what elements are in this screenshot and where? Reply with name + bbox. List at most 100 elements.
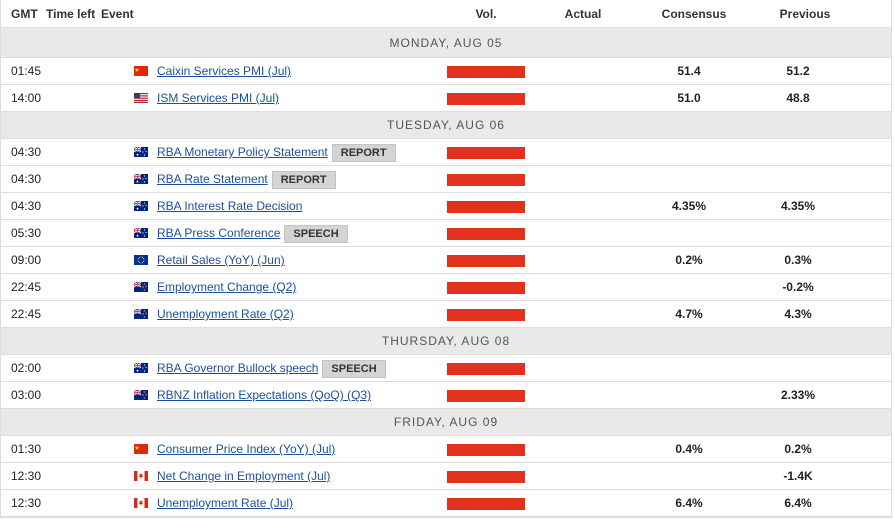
consensus: 51.0 [677, 91, 701, 105]
event: Retail Sales (YoY) (Jun) [157, 247, 285, 274]
event-name[interactable]: RBA Interest Rate Decision [157, 199, 303, 213]
day-header: FRIDAY, AUG 09 [1, 409, 891, 436]
event-name[interactable]: ISM Services PMI (Jul) [157, 91, 280, 105]
time: 02:00 [11, 361, 42, 375]
header-vol: Vol. [475, 7, 497, 21]
previous: 51.2 [786, 64, 810, 78]
flag [134, 147, 148, 157]
volatility-bar [447, 174, 525, 186]
event-name[interactable]: RBA Press Conference [157, 226, 281, 240]
event-name[interactable]: Net Change in Employment (Jul) [157, 469, 331, 483]
event-row: 03:00 RBNZ Inflation Expectations (QoQ) (… [1, 382, 891, 409]
event: Net Change in Employment (Jul) [157, 463, 330, 490]
event-tag: REPORT [271, 171, 336, 189]
event: Unemployment Rate (Jul) [157, 490, 293, 517]
event: ISM Services PMI (Jul) [157, 85, 279, 112]
event: Unemployment Rate (Q2) [157, 301, 294, 328]
consensus: 4.7% [675, 307, 703, 321]
previous: 4.35% [780, 199, 816, 213]
header-event: Event [101, 7, 134, 21]
time: 14:00 [11, 91, 42, 105]
volatility-bar [447, 471, 525, 483]
consensus: 0.4% [675, 442, 703, 456]
time: 22:45 [11, 307, 42, 321]
consensus: 4.35% [671, 199, 707, 213]
flag [134, 282, 148, 292]
time: 09:00 [11, 253, 42, 267]
event-row: 12:30 Net Change in Employment (Jul) -1.4K [1, 463, 891, 490]
previous: 2.33% [780, 388, 816, 402]
previous: 48.8 [786, 91, 810, 105]
event-row: 05:30 RBA Press Conference SPEECH [1, 220, 891, 247]
event: RBNZ Inflation Expectations (QoQ) (Q3) [157, 382, 371, 409]
event-row: 02:00 RBA Governor Bullock speech SPEECH [1, 355, 891, 382]
time: 04:30 [11, 199, 42, 213]
event: RBA Monetary Policy Statement REPORT [157, 139, 396, 166]
consensus: 6.4% [675, 496, 703, 510]
header-time-left: Time left [46, 7, 96, 21]
volatility-bar [447, 282, 525, 294]
volatility-bar [447, 498, 525, 510]
event: RBA Rate Statement REPORT [157, 166, 336, 193]
day-header: TUESDAY, AUG 06 [1, 112, 891, 139]
time: 04:30 [11, 145, 42, 159]
header-previous: Previous [779, 7, 831, 21]
event-row: 04:30 RBA Rate Statement REPORT [1, 166, 891, 193]
event-name[interactable]: Consumer Price Index (YoY) (Jul) [157, 442, 336, 456]
flag [134, 174, 148, 184]
volatility-bar [447, 363, 525, 375]
event-tag: SPEECH [284, 225, 348, 243]
time: 03:00 [11, 388, 42, 402]
volatility-bar [447, 444, 525, 456]
time: 22:45 [11, 280, 42, 294]
previous: 6.4% [784, 496, 812, 510]
previous: 0.3% [784, 253, 812, 267]
volatility-bar [447, 255, 525, 267]
flag [134, 498, 148, 508]
previous: -0.2% [782, 280, 814, 294]
volatility-bar [447, 147, 525, 159]
event-tag: SPEECH [322, 360, 386, 378]
event-row: 09:00 Retail Sales (YoY) (Jun) 0.2% 0.3% [1, 247, 891, 274]
event: RBA Interest Rate Decision [157, 193, 302, 220]
previous: 4.3% [784, 307, 812, 321]
event-name[interactable]: RBA Governor Bullock speech [157, 361, 319, 375]
consensus: 0.2% [675, 253, 703, 267]
volatility-bar [447, 228, 525, 240]
day-header: MONDAY, AUG 05 [1, 28, 891, 58]
event-name[interactable]: Unemployment Rate (Q2) [157, 307, 294, 321]
flag [134, 363, 148, 373]
event: Employment Change (Q2) [157, 274, 296, 301]
previous: -1.4K [783, 469, 813, 483]
event-name[interactable]: RBA Monetary Policy Statement [157, 145, 328, 159]
header-actual: Actual [564, 7, 602, 21]
time: 01:45 [11, 64, 42, 78]
time: 12:30 [11, 469, 42, 483]
event-row: 12:30 Unemployment Rate (Jul) 6.4% 6.4% [1, 490, 891, 517]
event-name[interactable]: Unemployment Rate (Jul) [157, 496, 294, 510]
flag [134, 309, 148, 319]
flag [134, 255, 148, 265]
flag [134, 201, 148, 211]
event-row: 01:30 Consumer Price Index (YoY) (Jul) 0.4… [1, 436, 891, 463]
event-name[interactable]: Employment Change (Q2) [157, 280, 297, 294]
time: 05:30 [11, 226, 42, 240]
flag [134, 93, 148, 103]
day-header: THURSDAY, AUG 08 [1, 328, 891, 355]
time: 01:30 [11, 442, 42, 456]
volatility-bar [447, 390, 525, 402]
previous: 0.2% [784, 442, 812, 456]
flag [134, 228, 148, 238]
event-name[interactable]: Caixin Services PMI (Jul) [157, 64, 292, 78]
event-row: 22:45 Unemployment Rate (Q2) 4.7% 4.3% [1, 301, 891, 328]
event-row: 01:45 Caixin Services PMI (Jul) 51.4 51.2 [1, 58, 891, 85]
event-name[interactable]: RBA Rate Statement [157, 172, 268, 186]
event-name[interactable]: Retail Sales (YoY) (Jun) [157, 253, 285, 267]
event-name[interactable]: RBNZ Inflation Expectations (QoQ) (Q3) [157, 388, 372, 402]
event-row: 14:00 ISM Services PMI (Jul) 51.0 48.8 [1, 85, 891, 112]
event-row: 22:45 Employment Change (Q2) -0.2% [1, 274, 891, 301]
event-row: 04:30 RBA Interest Rate Decision 4.35% 4.35… [1, 193, 891, 220]
volatility-bar [447, 93, 525, 105]
